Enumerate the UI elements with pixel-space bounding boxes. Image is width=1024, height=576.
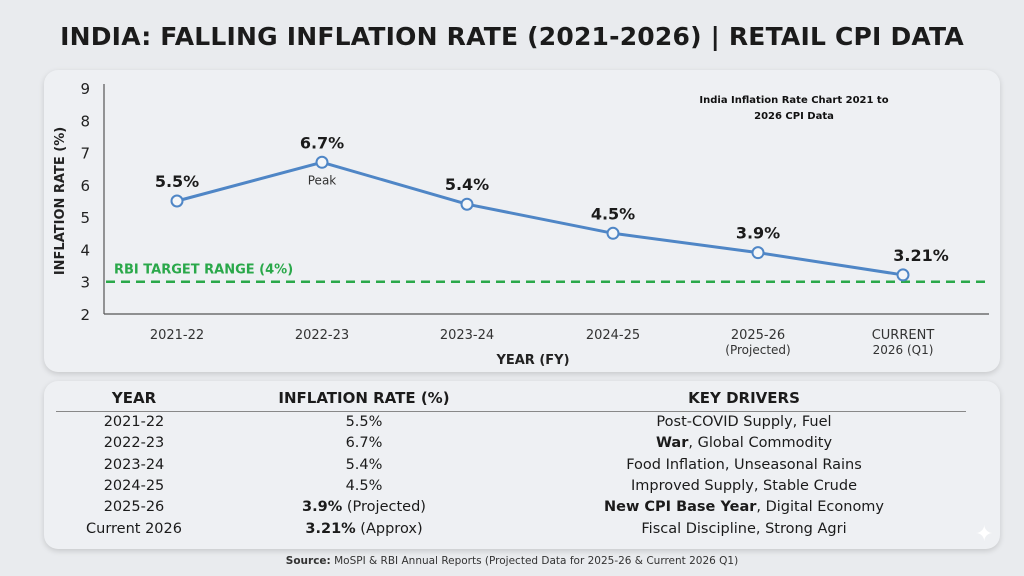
y-tick-label: 4: [80, 241, 90, 259]
cell-text: 5.4%: [345, 456, 383, 473]
table-row: Current 2026 3.21% (Approx) Fiscal Discipl…: [44, 521, 1000, 542]
table-cell: Food Inflation, Unseasonal Rains: [544, 457, 944, 473]
x-axis-title: YEAR (FY): [495, 353, 569, 368]
data-point: [315, 155, 329, 169]
data-point: [751, 246, 765, 260]
data-label: 6.7%: [300, 133, 344, 152]
column-header: INFLATION RATE (%): [278, 389, 450, 407]
table-cell: 2025-26: [54, 499, 214, 515]
table-row: 2023-24 5.4% Food Inflation, Unseasonal Ra…: [44, 457, 1000, 478]
x-tick-label: (Projected): [725, 343, 790, 357]
cell-text: 3.9%: [302, 499, 343, 516]
table-cell: Post-COVID Supply, Fuel: [544, 414, 944, 430]
peak-annotation: Peak: [308, 173, 337, 187]
cell-text: 5.5%: [345, 414, 383, 430]
source-text: MoSPI & RBI Annual Reports (Projected Da…: [330, 555, 739, 567]
data-table: YEAR INFLATION RATE (%) KEY DRIVERS 2021-22…: [44, 381, 1000, 549]
table-cell: 5.5%: [264, 414, 464, 430]
table-cell: 2022-23: [54, 435, 214, 451]
y-tick-label: 5: [80, 209, 90, 227]
page-title: INDIA: FALLING INFLATION RATE (2021-2026…: [60, 22, 964, 51]
data-point: [606, 226, 620, 240]
data-label: 3.21%: [893, 246, 949, 265]
x-tick-label: 2023-24: [440, 328, 494, 343]
table-cell: Current 2026: [54, 521, 214, 537]
table-cell: New CPI Base Year, Digital Economy: [544, 499, 944, 515]
y-axis-title: INFLATION RATE (%): [53, 127, 68, 275]
series-line: [176, 160, 904, 277]
source-note: Source: MoSPI & RBI Annual Reports (Proj…: [0, 555, 1024, 567]
table-cell: War, Global Commodity: [544, 435, 944, 451]
cell-text: 2024-25: [103, 477, 165, 494]
table-cell: 3.9% (Projected): [264, 499, 464, 515]
y-tick-label: 3: [80, 274, 90, 292]
x-tick-label: CURRENT: [872, 328, 935, 343]
cell-text: Post-COVID Supply, Fuel: [656, 414, 832, 430]
x-tick-label: 2024-25: [586, 328, 640, 343]
data-label: 5.4%: [445, 175, 489, 194]
y-tick-label: 9: [80, 80, 90, 98]
table-header: YEAR INFLATION RATE (%) KEY DRIVERS: [44, 389, 1000, 410]
header-divider: [56, 411, 966, 412]
cell-text: Fiscal Discipline, Strong Agri: [641, 520, 847, 537]
target-line-label: RBI TARGET RANGE (4%): [114, 263, 293, 278]
cell-text: (Approx): [355, 520, 423, 537]
cell-text: Current 2026: [86, 520, 182, 537]
cell-text: 2023-24: [103, 456, 165, 473]
table-cell: 2024-25: [54, 478, 214, 494]
table-cell: Fiscal Discipline, Strong Agri: [544, 521, 944, 537]
table-cell: 2023-24: [54, 457, 214, 473]
table-cell: 5.4%: [264, 457, 464, 473]
source-label: Source:: [285, 555, 331, 567]
cell-text: (Projected): [342, 499, 426, 516]
cell-text: Improved Supply, Stable Crude: [630, 477, 857, 494]
sparkle-icon: ✦: [975, 522, 994, 547]
cell-text: , Global Commodity: [688, 435, 833, 452]
cell-text: 4.5%: [345, 477, 383, 494]
x-tick-label: 2021-22: [150, 328, 204, 343]
cell-text: 2022-23: [103, 435, 165, 452]
line-chart: 2 3 4 5 6 7 8 9 INFLATION RATE (%) 2021-22 2022-23…: [53, 80, 989, 368]
table-cell: 3.21% (Approx): [264, 521, 464, 537]
column-header: YEAR: [111, 389, 157, 407]
data-label: 5.5%: [155, 172, 199, 191]
table-cell: 2021-22: [54, 414, 214, 430]
data-point: [170, 194, 184, 208]
cell-text: War: [655, 435, 689, 452]
cell-text: New CPI Base Year: [603, 499, 757, 516]
table-row: 2021-22 5.5% Post-COVID Supply, Fuel: [44, 414, 1000, 435]
chart-card: 2 3 4 5 6 7 8 9 INFLATION RATE (%) 2021-22 2022-23…: [44, 70, 1000, 372]
chart-title: India Inflation Rate Chart 2021 to: [699, 95, 888, 106]
cell-text: 2025-26: [103, 499, 165, 516]
data-label: 3.9%: [736, 224, 780, 243]
data-point: [460, 197, 474, 211]
cell-text: 6.7%: [345, 435, 383, 452]
chart-title: 2026 CPI Data: [754, 111, 834, 122]
column-header: KEY DRIVERS: [688, 389, 800, 407]
data-label: 4.5%: [591, 204, 635, 223]
y-tick-label: 7: [80, 145, 90, 163]
table-row: 2024-25 4.5% Improved Supply, Stable Crude: [44, 478, 1000, 499]
cell-text: , Digital Economy: [756, 499, 885, 516]
cell-text: 3.21%: [305, 520, 356, 537]
table-cell: 4.5%: [264, 478, 464, 494]
cell-text: Food Inflation, Unseasonal Rains: [626, 456, 862, 473]
data-point: [896, 268, 910, 282]
y-tick-label: 8: [80, 112, 90, 130]
x-tick-label: 2026 (Q1): [873, 343, 934, 357]
cell-text: 2021-22: [103, 414, 165, 430]
table-row: 2022-23 6.7% War, Global Commodity: [44, 435, 1000, 456]
x-tick-label: 2022-23: [295, 328, 349, 343]
y-tick-label: 2: [80, 306, 90, 324]
y-tick-label: 6: [80, 177, 90, 195]
table-cell: 6.7%: [264, 435, 464, 451]
table-cell: Improved Supply, Stable Crude: [544, 478, 944, 494]
x-tick-label: 2025-26: [731, 328, 785, 343]
table-row: 2025-26 3.9% (Projected) New CPI Base Year…: [44, 499, 1000, 520]
